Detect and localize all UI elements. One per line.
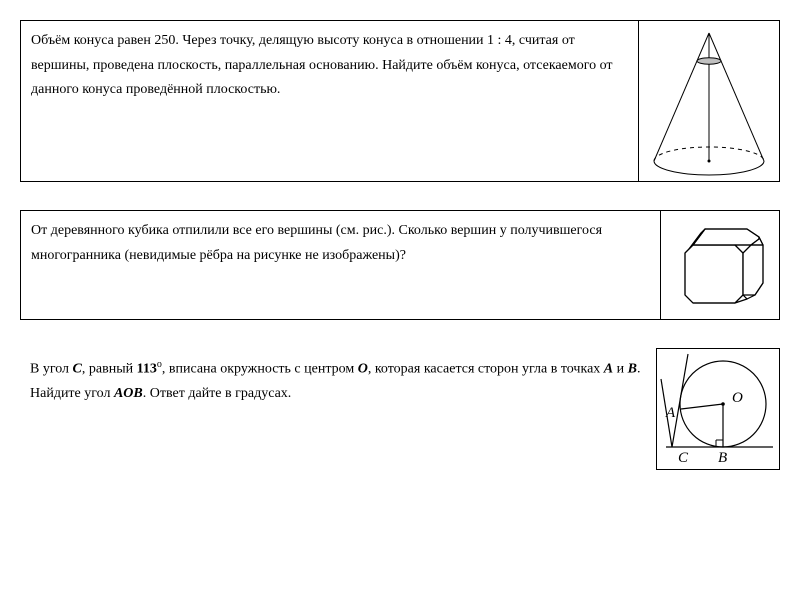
problem-1-text: Объём конуса равен 250. Через точку, дел…: [21, 21, 638, 181]
label-C: C: [678, 450, 689, 466]
problem-3-figure: O A B C: [656, 348, 780, 470]
label-A: A: [665, 405, 676, 421]
cone-icon: [639, 21, 779, 181]
problem-2: От деревянного кубика отпилили все его в…: [20, 210, 780, 320]
problem-3: В угол C, равный 113o, вписана окружност…: [20, 348, 780, 470]
label-O: O: [732, 390, 743, 406]
problem-1: Объём конуса равен 250. Через точку, дел…: [20, 20, 780, 182]
problem-1-figure: [638, 21, 779, 181]
problem-2-figure: [660, 211, 779, 319]
truncated-cube-icon: [663, 211, 778, 319]
label-B: B: [718, 450, 727, 466]
angle-circle-icon: O A B C: [658, 349, 778, 469]
problem-3-text: В угол C, равный 113o, вписана окружност…: [20, 348, 656, 470]
problem-2-text: От деревянного кубика отпилили все его в…: [21, 211, 660, 319]
